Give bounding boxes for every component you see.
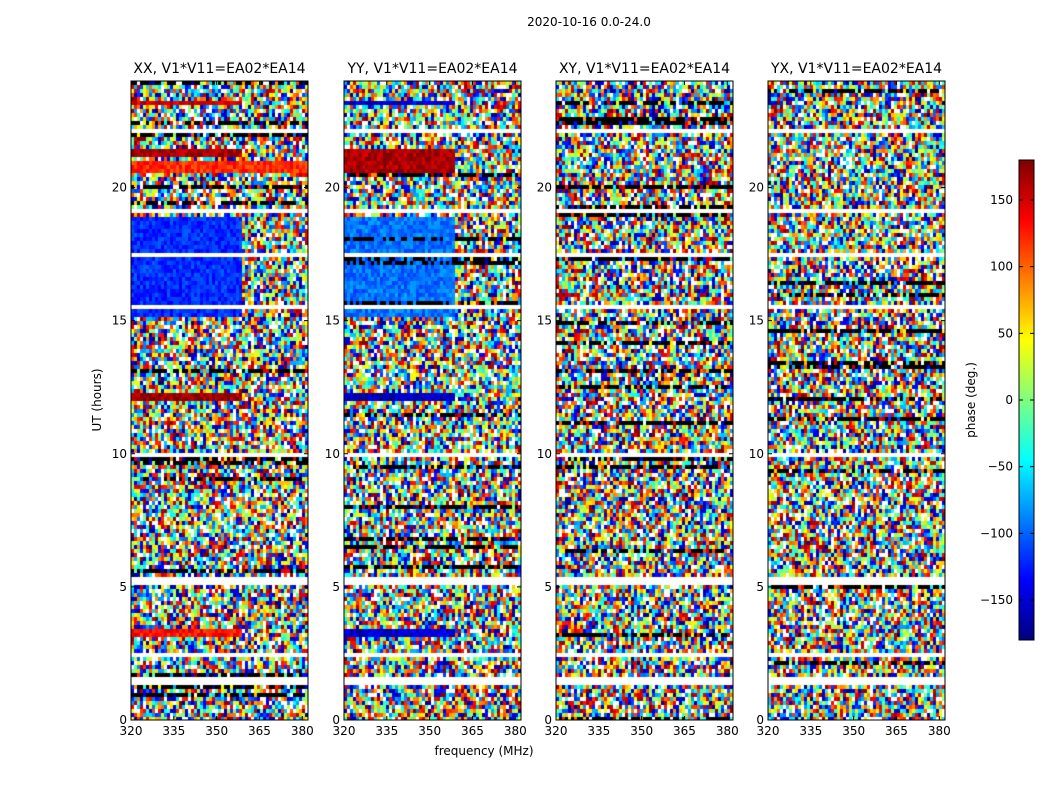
y-tick-label: 5 bbox=[332, 580, 340, 594]
x-tick-label: 350 bbox=[205, 724, 228, 738]
y-tick-label: 0 bbox=[332, 713, 340, 727]
y-tick-label: 10 bbox=[749, 447, 764, 461]
panel-2: YY, V1*V11=EA02*EA14 320 335 350 365 380 0 5 10 1… bbox=[325, 61, 527, 738]
y-tick-label: 15 bbox=[749, 314, 764, 328]
x-tick-label: 335 bbox=[375, 724, 398, 738]
y-tick-label: 0 bbox=[119, 713, 127, 727]
x-tick-label: 320 bbox=[120, 724, 143, 738]
y-tick-label: 0 bbox=[756, 713, 764, 727]
colorbar-tick-label: 100 bbox=[990, 260, 1013, 274]
panel-frame bbox=[767, 80, 946, 721]
x-tick-label: 365 bbox=[248, 724, 271, 738]
panel-4: YX, V1*V11=EA02*EA14 320 335 350 365 380 0 5 10 1… bbox=[749, 61, 951, 738]
heatmap-image bbox=[556, 81, 733, 720]
y-tick-label: 10 bbox=[537, 447, 552, 461]
y-tick-label: 10 bbox=[325, 447, 340, 461]
heatmap-image bbox=[344, 81, 521, 720]
heatmap-panels: XX, V1*V11=EA02*EA14 320 335 350 365 380 0 5 10 1… bbox=[112, 61, 951, 738]
y-tick-label: 0 bbox=[544, 713, 552, 727]
x-tick-label: 335 bbox=[162, 724, 185, 738]
panel-frame bbox=[555, 80, 734, 721]
x-tick-label: 380 bbox=[504, 724, 527, 738]
x-tick-label: 320 bbox=[545, 724, 568, 738]
x-tick-label: 365 bbox=[885, 724, 908, 738]
y-tick-label: 20 bbox=[325, 181, 340, 195]
heatmap-image bbox=[768, 81, 945, 720]
y-tick-label: 10 bbox=[112, 447, 127, 461]
panel-title: YX, V1*V11=EA02*EA14 bbox=[770, 61, 942, 77]
colorbar-tick-label: 0 bbox=[1005, 393, 1013, 407]
panel-title: XX, V1*V11=EA02*EA14 bbox=[133, 61, 305, 77]
colorbar-label: phase (deg.) bbox=[964, 362, 978, 438]
x-tick-label: 320 bbox=[757, 724, 780, 738]
x-tick-label: 380 bbox=[291, 724, 314, 738]
x-tick-label: 335 bbox=[587, 724, 610, 738]
colorbar: 150 100 50 0 −50 −100 −150 phase (deg.) bbox=[964, 159, 1035, 641]
colorbar-tick-label: 150 bbox=[990, 193, 1013, 207]
y-axis-label: UT (hours) bbox=[90, 368, 104, 431]
x-tick-label: 365 bbox=[673, 724, 696, 738]
panel-1: XX, V1*V11=EA02*EA14 320 335 350 365 380 0 5 10 1… bbox=[112, 61, 314, 738]
y-tick-label: 20 bbox=[749, 181, 764, 195]
colorbar-tick-label: 50 bbox=[998, 326, 1013, 340]
colorbar-tick-label: −100 bbox=[980, 526, 1013, 540]
figure-suptitle: 2020-10-16 0.0-24.0 bbox=[527, 15, 651, 29]
y-tick-label: 15 bbox=[325, 314, 340, 328]
y-tick-label: 5 bbox=[544, 580, 552, 594]
x-tick-label: 335 bbox=[799, 724, 822, 738]
x-tick-label: 380 bbox=[716, 724, 739, 738]
panel-3: XY, V1*V11=EA02*EA14 320 335 350 365 380 0 5 10 1… bbox=[537, 61, 739, 738]
x-axis-label: frequency (MHz) bbox=[434, 744, 533, 758]
colorbar-ticks: 150 100 50 0 −50 −100 −150 bbox=[980, 193, 1034, 607]
x-tick-label: 350 bbox=[842, 724, 865, 738]
y-tick-label: 5 bbox=[756, 580, 764, 594]
x-tick-label: 350 bbox=[630, 724, 653, 738]
colorbar-tick-label: −150 bbox=[980, 593, 1013, 607]
y-tick-label: 20 bbox=[112, 181, 127, 195]
x-tick-label: 365 bbox=[461, 724, 484, 738]
x-tick-label: 320 bbox=[333, 724, 356, 738]
y-tick-label: 15 bbox=[537, 314, 552, 328]
colorbar-tick-label: −50 bbox=[988, 460, 1013, 474]
panel-frame bbox=[343, 80, 522, 721]
panel-title: YY, V1*V11=EA02*EA14 bbox=[346, 61, 517, 77]
panel-frame bbox=[130, 80, 309, 721]
y-tick-label: 15 bbox=[112, 314, 127, 328]
y-tick-label: 20 bbox=[537, 181, 552, 195]
x-tick-label: 380 bbox=[928, 724, 951, 738]
panel-title: XY, V1*V11=EA02*EA14 bbox=[559, 61, 730, 77]
x-tick-label: 350 bbox=[418, 724, 441, 738]
y-tick-label: 5 bbox=[119, 580, 127, 594]
heatmap-image bbox=[131, 81, 308, 720]
